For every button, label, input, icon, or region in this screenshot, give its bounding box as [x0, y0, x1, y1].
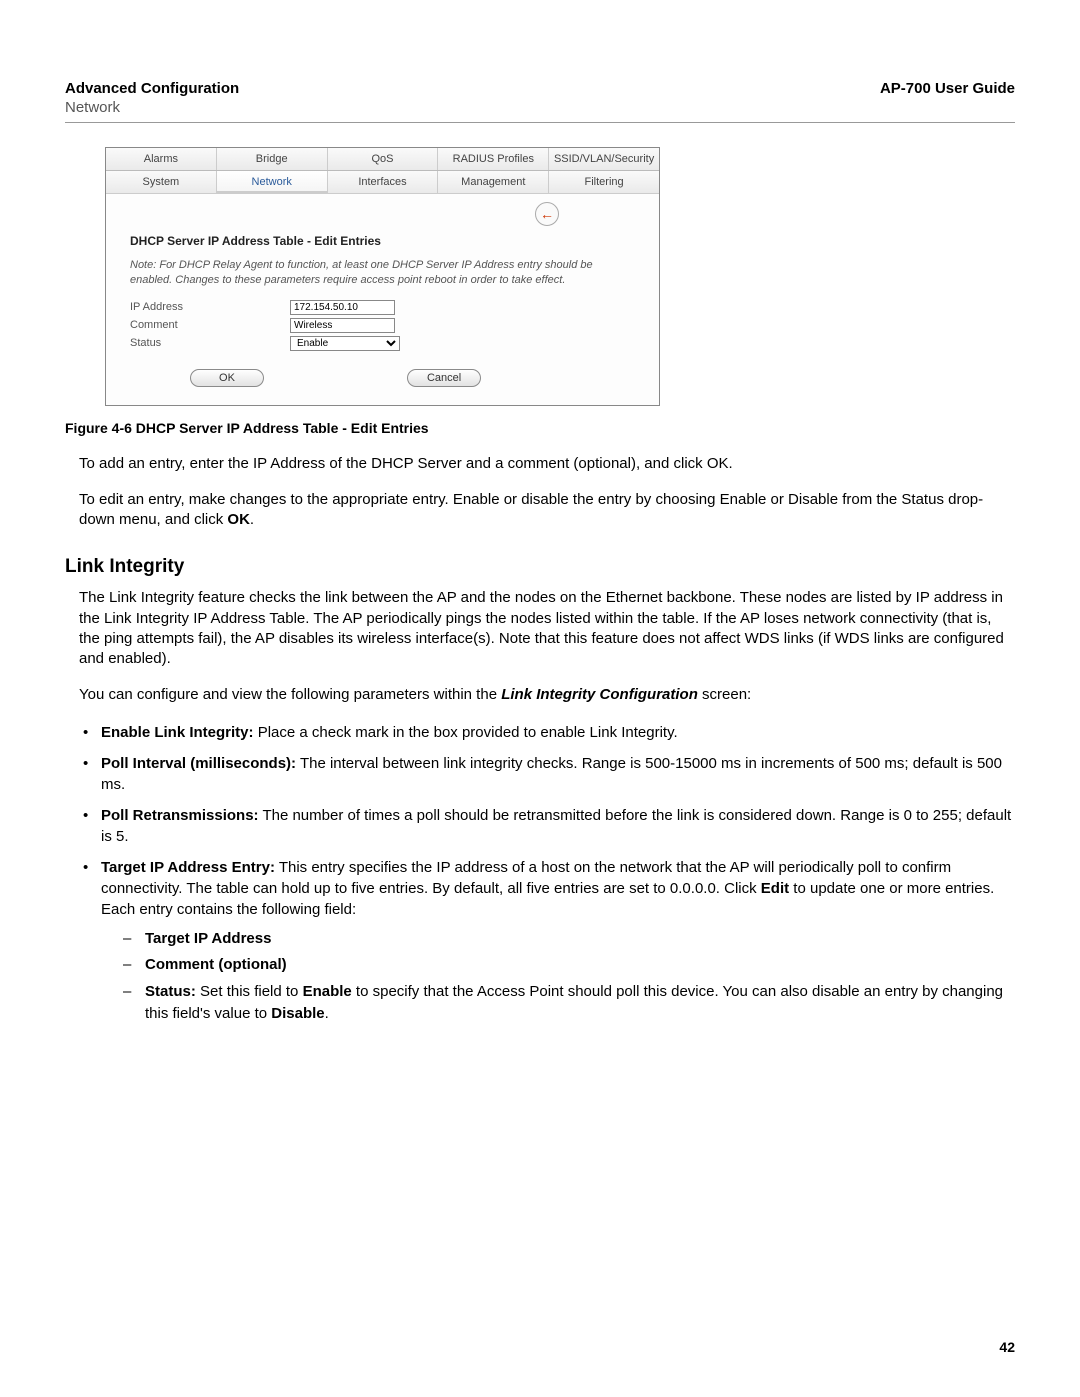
para-add-entry: To add an entry, enter the IP Address of…	[79, 454, 1015, 474]
para4-a: You can configure and view the following…	[79, 686, 501, 703]
bullet-poll-interval: Poll Interval (milliseconds): The interv…	[83, 753, 1015, 795]
dash-status: Status: Set this field to Enable to spec…	[123, 981, 1015, 1025]
b4-bold: Target IP Address Entry:	[101, 859, 275, 876]
panel-title: DHCP Server IP Address Table - Edit Entr…	[130, 234, 635, 248]
d1-bold: Target IP Address	[145, 930, 271, 947]
comment-label: Comment	[130, 319, 290, 331]
tab-bridge[interactable]: Bridge	[217, 148, 328, 170]
back-arrow-icon[interactable]: ←	[535, 202, 559, 226]
dash-target-ip: Target IP Address	[123, 928, 1015, 950]
header-sub: Network	[65, 99, 1015, 116]
para4-c: screen:	[698, 686, 751, 703]
tab-system[interactable]: System	[106, 171, 217, 193]
d2-bold: Comment (optional)	[145, 956, 287, 973]
bullet-poll-retransmissions: Poll Retransmissions: The number of time…	[83, 805, 1015, 847]
ip-address-label: IP Address	[130, 301, 290, 313]
header-left-title: Advanced Configuration	[65, 80, 239, 97]
bullet-list: Enable Link Integrity: Place a check mar…	[83, 722, 1015, 1025]
panel-body: ← DHCP Server IP Address Table - Edit En…	[106, 194, 659, 405]
status-label: Status	[130, 337, 290, 349]
tab-qos[interactable]: QoS	[328, 148, 439, 170]
tab-ssid-vlan-security[interactable]: SSID/VLAN/Security	[549, 148, 659, 170]
d3-d: Disable	[271, 1005, 324, 1022]
ok-button[interactable]: OK	[190, 369, 264, 387]
dash-list: Target IP Address Comment (optional) Sta…	[123, 928, 1015, 1025]
d3-b: Enable	[303, 983, 352, 1000]
status-select[interactable]: Enable	[290, 336, 400, 351]
comment-input[interactable]	[290, 318, 395, 333]
d3-a: Set this field to	[196, 983, 303, 1000]
tab-network[interactable]: Network	[217, 171, 328, 193]
d3-bold: Status:	[145, 983, 196, 1000]
header-right-title: AP-700 User Guide	[880, 80, 1015, 97]
page-number: 42	[999, 1339, 1015, 1355]
ip-address-input[interactable]	[290, 300, 395, 315]
bullet-target-ip-entry: Target IP Address Entry: This entry spec…	[83, 857, 1015, 1025]
dash-comment: Comment (optional)	[123, 954, 1015, 976]
section-heading-link-integrity: Link Integrity	[65, 556, 1015, 578]
panel-note: Note: For DHCP Relay Agent to function, …	[130, 258, 635, 288]
cancel-button[interactable]: Cancel	[407, 369, 481, 387]
b1-bold: Enable Link Integrity:	[101, 724, 254, 741]
b3-bold: Poll Retransmissions:	[101, 807, 259, 824]
tab-row-bottom: System Network Interfaces Management Fil…	[106, 171, 659, 194]
para4-b-bolditalic: Link Integrity Configuration	[501, 686, 698, 703]
tab-row-top: Alarms Bridge QoS RADIUS Profiles SSID/V…	[106, 148, 659, 171]
figure-caption: Figure 4-6 DHCP Server IP Address Table …	[65, 420, 1015, 436]
tab-filtering[interactable]: Filtering	[549, 171, 659, 193]
para-config-view: You can configure and view the following…	[79, 685, 1015, 705]
b4-rest-b: Edit	[761, 880, 789, 897]
b2-bold: Poll Interval (milliseconds):	[101, 755, 296, 772]
tab-alarms[interactable]: Alarms	[106, 148, 217, 170]
para2-b-bold: OK	[227, 511, 250, 528]
para-link-integrity-desc: The Link Integrity feature checks the li…	[79, 588, 1015, 669]
para2-c: .	[250, 511, 254, 528]
d3-e: .	[325, 1005, 329, 1022]
tab-management[interactable]: Management	[438, 171, 549, 193]
bullet-enable-link-integrity: Enable Link Integrity: Place a check mar…	[83, 722, 1015, 743]
tab-interfaces[interactable]: Interfaces	[328, 171, 439, 193]
header-rule	[65, 122, 1015, 123]
ui-screenshot: Alarms Bridge QoS RADIUS Profiles SSID/V…	[105, 147, 660, 406]
b1-rest: Place a check mark in the box provided t…	[254, 724, 678, 741]
tab-radius-profiles[interactable]: RADIUS Profiles	[438, 148, 549, 170]
para2-a: To edit an entry, make changes to the ap…	[79, 491, 983, 528]
para-edit-entry: To edit an entry, make changes to the ap…	[79, 490, 1015, 531]
